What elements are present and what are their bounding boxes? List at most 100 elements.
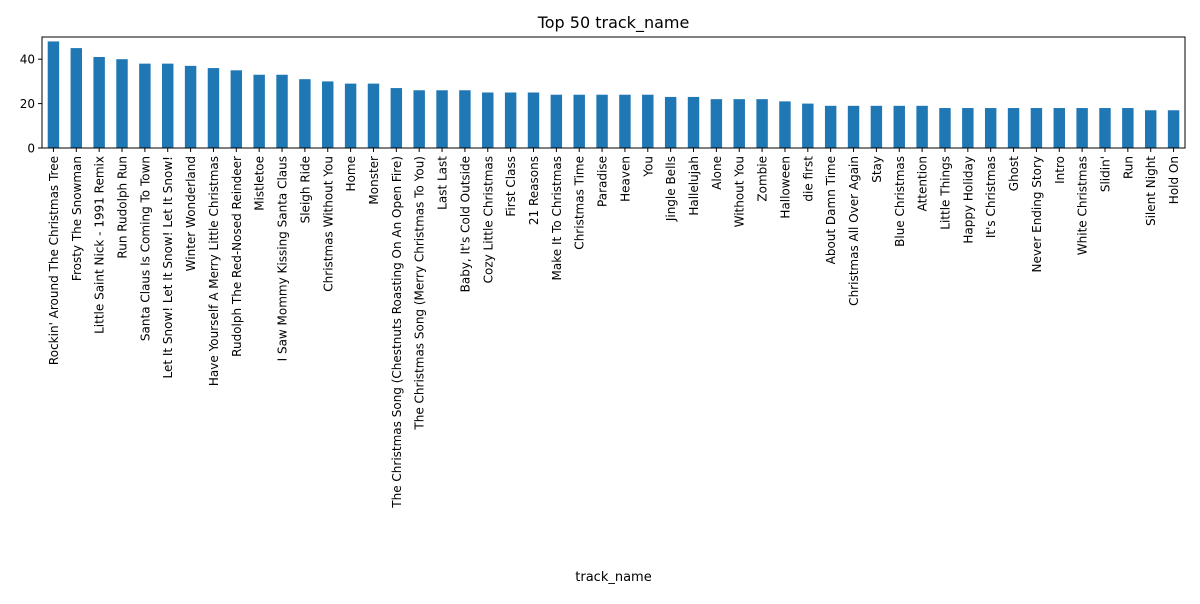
bar: [962, 108, 974, 148]
bar: [527, 92, 540, 148]
bar: [1144, 110, 1157, 148]
bar: [550, 94, 563, 148]
x-tick-label: Cozy Little Christmas: [481, 156, 495, 283]
bar: [322, 81, 334, 148]
bar: [504, 92, 517, 148]
bar: [116, 59, 128, 149]
x-tick-label: Hallelujah: [687, 156, 701, 216]
bar: [230, 70, 243, 148]
bar: [1030, 108, 1043, 148]
bar: [710, 99, 723, 148]
x-tick-label: Paradise: [596, 156, 610, 207]
x-tick-label: Happy Holiday: [961, 156, 975, 244]
bar: [139, 63, 151, 148]
x-tick-label: Heaven: [618, 156, 632, 202]
bar: [436, 90, 448, 148]
bar: [276, 74, 288, 148]
x-tick-label: Make It To Christmas: [550, 156, 564, 280]
x-tick-label: White Christmas: [1076, 156, 1090, 255]
bar: [1099, 108, 1111, 148]
x-tick-label: Santa Claus Is Coming To Town: [138, 156, 152, 341]
x-tick-label: I Saw Mommy Kissing Santa Claus: [276, 156, 290, 361]
bar: [870, 105, 883, 148]
y-tick-label: 20: [20, 97, 35, 111]
x-tick-label: Attention: [916, 156, 930, 211]
x-tick-label: Let It Snow! Let It Snow! Let It Snow!: [161, 156, 175, 379]
x-tick-label: Monster: [367, 156, 381, 205]
x-tick-label: Run Rudolph Run: [116, 156, 130, 259]
x-tick-label: Mistletoe: [253, 156, 267, 211]
x-tick-label: Slidin': [1098, 156, 1112, 192]
bar: [687, 96, 700, 148]
bar: [413, 90, 425, 148]
x-tick-label: Home: [344, 156, 358, 191]
bar: [619, 94, 631, 148]
bar: [779, 101, 791, 148]
x-tick-label: About Damn Time: [824, 156, 838, 264]
x-tick-label: First Class: [504, 156, 518, 217]
x-tick-label: Without You: [733, 156, 747, 227]
bar: [596, 94, 608, 148]
x-tick-label: Sleigh Ride: [298, 156, 312, 223]
y-axis: 0 20 40: [20, 53, 42, 156]
bar: [162, 63, 174, 148]
x-tick-label: The Christmas Song (Chestnuts Roasting O…: [390, 156, 404, 509]
x-tick-label: Last Last: [436, 156, 450, 210]
bar: [984, 108, 997, 148]
bar: [847, 105, 860, 148]
x-tick-label: Christmas Without You: [321, 156, 335, 292]
x-tick-label: Silent Night: [1144, 156, 1158, 226]
bar: [253, 74, 265, 148]
x-tick-label: Zombie: [756, 156, 770, 202]
x-tick-label: Blue Christmas: [893, 156, 907, 247]
bar: [390, 88, 403, 148]
bar: [299, 79, 311, 148]
bar: [184, 65, 197, 148]
x-tick-label: Stay: [870, 156, 884, 183]
bar: [802, 103, 814, 148]
x-tick-label: Baby, It's Cold Outside: [458, 156, 472, 292]
bar: [1122, 108, 1134, 148]
x-tick-label: Rockin' Around The Christmas Tree: [47, 156, 61, 365]
bar: [756, 99, 768, 148]
bar: [367, 83, 380, 148]
x-tick-label: Christmas All Over Again: [847, 156, 861, 306]
bar: [939, 108, 951, 148]
x-tick-label: Rudolph The Red-Nosed Reindeer: [230, 156, 244, 357]
x-tick-label: 21 Reasons: [527, 156, 541, 225]
y-tick-label: 0: [27, 142, 35, 156]
x-tick-label: Intro: [1053, 156, 1067, 184]
x-tick-label: Halloween: [778, 156, 792, 219]
x-tick-label: Little Things: [938, 156, 952, 230]
x-tick-label: The Christmas Song (Merry Christmas To Y…: [413, 156, 427, 431]
bar: [207, 68, 220, 148]
x-axis-label: track_name: [575, 570, 651, 585]
bar: [1007, 108, 1020, 148]
bar: [1076, 108, 1088, 148]
bars-group: [47, 41, 1180, 149]
bar: [344, 83, 357, 148]
bar: [70, 48, 83, 148]
x-tick-label: Ghost: [1007, 156, 1021, 191]
y-tick-label: 40: [20, 53, 35, 67]
x-tick-label: Hold On: [1167, 156, 1181, 204]
bar: [459, 90, 471, 148]
bar: [664, 96, 677, 148]
bar: [47, 41, 60, 148]
x-tick-label: Little Saint Nick - 1991 Remix: [93, 156, 107, 334]
bar: [893, 105, 905, 148]
bar: [642, 94, 654, 148]
x-tick-label: You: [641, 156, 655, 178]
x-tick-label: Have Yourself A Merry Little Christmas: [207, 156, 221, 386]
bar: [1167, 110, 1180, 148]
x-tick-label: Winter Wonderland: [184, 156, 198, 271]
x-tick-label: It's Christmas: [984, 156, 998, 238]
bar: [482, 92, 494, 148]
x-tick-label: Run: [1121, 156, 1135, 179]
x-tick-label: Alone: [710, 156, 724, 190]
x-tick-label: Never Ending Story: [1030, 156, 1044, 272]
bar: [824, 105, 837, 148]
